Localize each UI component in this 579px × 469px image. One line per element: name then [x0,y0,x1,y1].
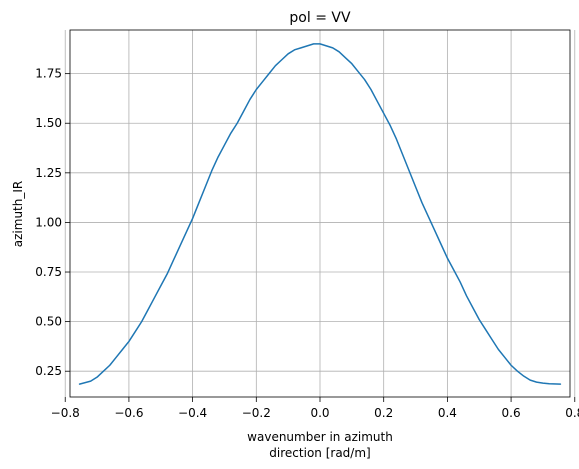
x-tick-label: −0.8 [51,406,80,420]
series-area [78,43,562,385]
chart-title: pol = VV [289,10,351,26]
x-axis-label-line-2: direction [rad/m] [269,446,370,460]
x-tick-label: −0.4 [178,406,207,420]
x-tick-label: 0.8 [565,406,579,420]
y-tick-label: 1.00 [35,215,62,229]
x-tick-label: 0.4 [438,406,457,420]
x-axis: −0.8 −0.6 −0.4 −0.2 0.0 0.2 0.4 0.6 0.8 [51,397,579,420]
y-tick-label: 1.75 [35,67,62,81]
x-tick-label: 0.6 [502,406,521,420]
y-tick-label: 0.25 [35,364,62,378]
y-tick-label: 0.50 [35,315,62,329]
x-tick-label: −0.6 [114,406,143,420]
x-tick-label: 0.2 [374,406,393,420]
grid [64,30,576,397]
x-tick-label: 0.0 [310,406,329,420]
y-axis-label: azimuth_IR [11,181,25,247]
y-tick-label: 1.25 [35,166,62,180]
y-tick-label: 1.50 [35,116,62,130]
x-tick-label: −0.2 [242,406,271,420]
series-line-0 [78,43,562,385]
x-axis-label-line-1: wavenumber in azimuth [247,430,393,444]
y-tick-label: 0.75 [35,265,62,279]
y-axis: 0.25 0.50 0.75 1.00 1.25 1.50 1.75 [35,67,70,378]
axes-frame [69,29,571,398]
